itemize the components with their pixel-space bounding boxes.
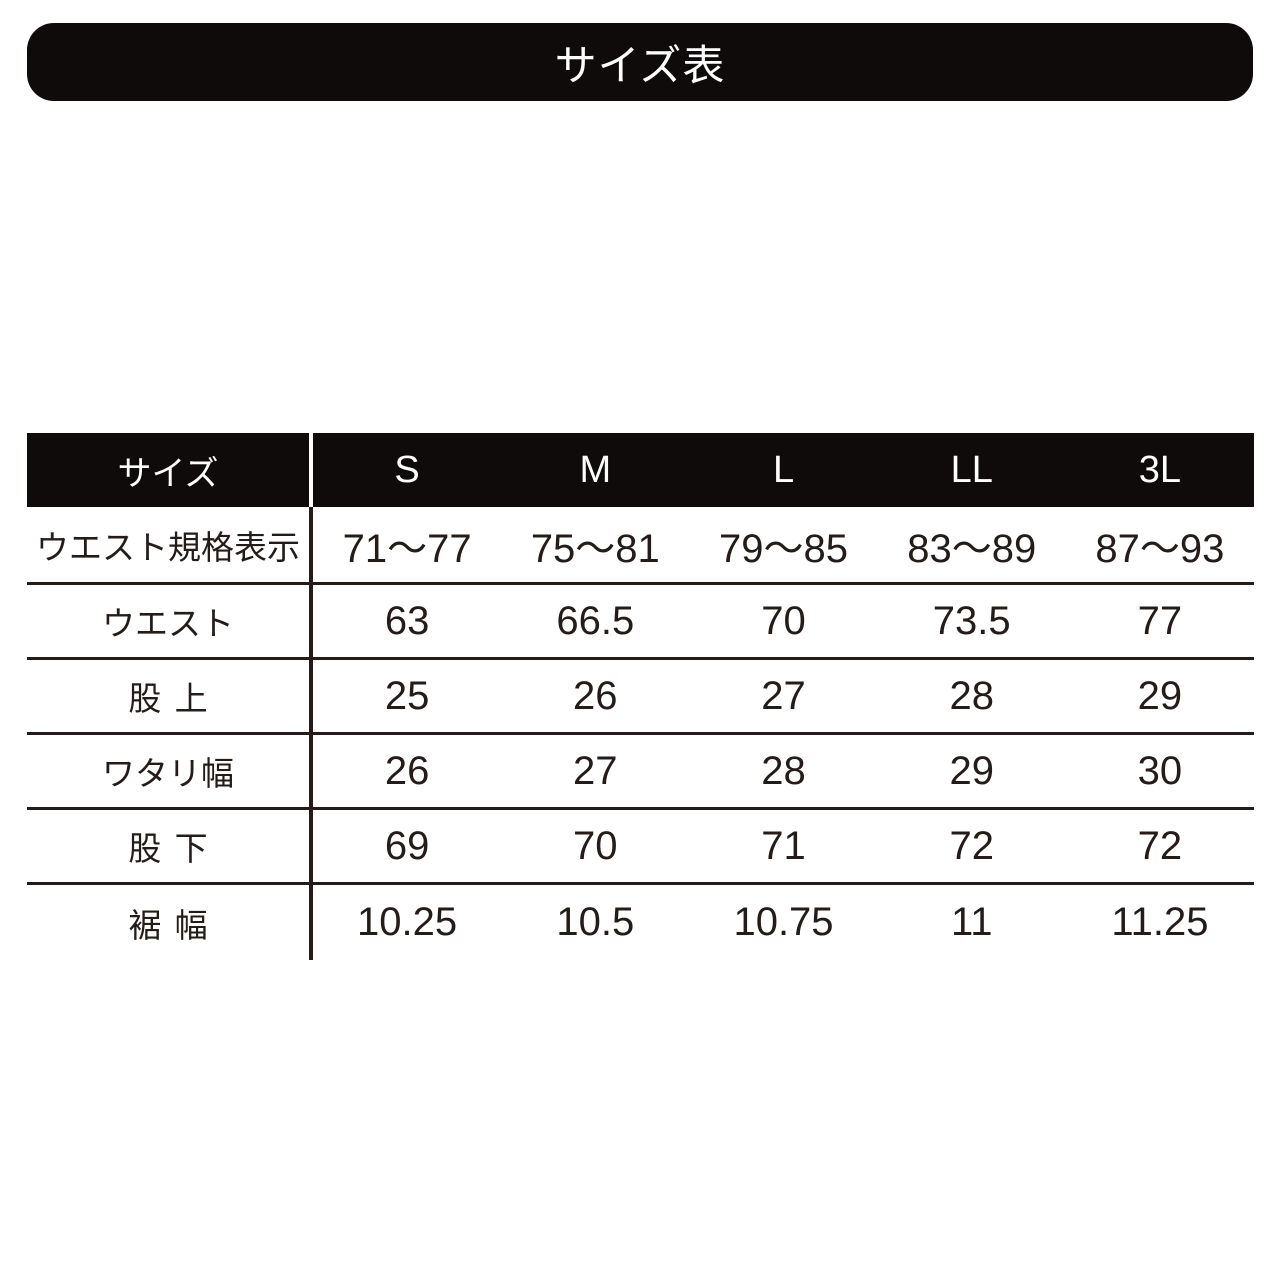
cell-value: 26 xyxy=(573,673,618,718)
cell-value: 70 xyxy=(761,598,806,643)
size-table-body: ウエスト規格表示 71〜77 75〜81 79〜85 83〜89 87〜93 ウ… xyxy=(27,507,1254,960)
size-table: サイズ S M L LL 3L ウエスト規格表示 71〜77 75〜81 79〜… xyxy=(27,433,1254,960)
cell-value: 69 xyxy=(384,823,430,868)
cell-value: 63 xyxy=(384,598,430,643)
cell-value: 72 xyxy=(1137,823,1183,868)
row-label: 股下 xyxy=(27,810,313,882)
cell-value: 71〜77 xyxy=(342,526,472,571)
table-row-thigh-width: ワタリ幅 26 27 28 29 30 xyxy=(27,732,1254,807)
table-row-inseam: 股下 69 70 71 72 72 xyxy=(27,807,1254,882)
size-table-header-row: サイズ S M L LL 3L xyxy=(27,433,1254,507)
cell-value: 72 xyxy=(949,823,994,868)
table-row-hem-width: 裾幅 10.25 10.5 10.75 11 11.25 xyxy=(27,882,1254,960)
cell-value: 83〜89 xyxy=(907,526,1037,571)
table-row-waist-standard: ウエスト規格表示 71〜77 75〜81 79〜85 83〜89 87〜93 xyxy=(27,507,1254,582)
table-row-rise: 股上 25 26 27 28 29 xyxy=(27,657,1254,732)
cell-value: 11 xyxy=(950,900,993,944)
cell-value: 28 xyxy=(949,673,994,718)
cell-value: 27 xyxy=(761,673,806,718)
cell-value: 87〜93 xyxy=(1095,526,1225,571)
cell-value: 30 xyxy=(1137,748,1183,793)
cell-value: 75〜81 xyxy=(530,526,660,571)
header-cell-s: S xyxy=(394,448,420,491)
cell-value: 73.5 xyxy=(932,598,1011,643)
table-row-waist: ウエスト 63 66.5 70 73.5 77 xyxy=(27,582,1254,657)
cell-value: 66.5 xyxy=(556,598,635,643)
cell-value: 79〜85 xyxy=(719,526,848,571)
page-title: サイズ表 xyxy=(554,41,726,89)
row-label: ウエスト xyxy=(27,585,313,657)
cell-value: 77 xyxy=(1137,598,1183,643)
cell-value: 10.5 xyxy=(556,900,635,944)
cell-value: 70 xyxy=(573,823,618,868)
cell-value: 26 xyxy=(384,748,430,793)
row-label: ワタリ幅 xyxy=(27,735,313,807)
cell-value: 71 xyxy=(761,823,806,868)
cell-value: 28 xyxy=(761,748,806,793)
header-cell-size: サイズ xyxy=(27,433,313,507)
cell-value: 10.75 xyxy=(733,900,834,944)
cell-value: 29 xyxy=(1137,673,1183,718)
header-cell-ll: LL xyxy=(950,448,993,491)
row-label: ウエスト規格表示 xyxy=(27,507,313,582)
cell-value: 29 xyxy=(949,748,994,793)
row-label: 股上 xyxy=(27,660,313,732)
title-bar: サイズ表 xyxy=(27,23,1253,101)
cell-value: 25 xyxy=(384,673,430,718)
cell-value: 10.25 xyxy=(357,900,458,944)
cell-value: 11.25 xyxy=(1111,900,1209,944)
header-cell-l: L xyxy=(772,448,795,491)
header-cell-m: M xyxy=(579,448,612,491)
row-label: 裾幅 xyxy=(27,885,313,960)
header-cell-3l: 3L xyxy=(1138,448,1182,491)
cell-value: 27 xyxy=(573,748,618,793)
